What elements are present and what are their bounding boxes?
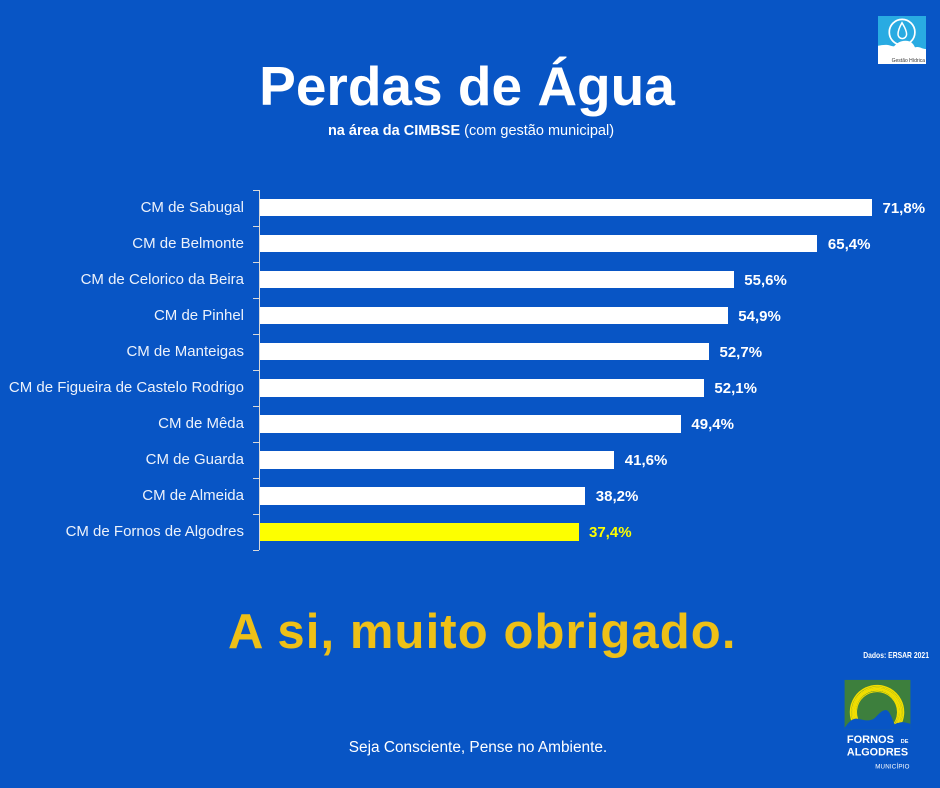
svg-text:MUNICÍPIO: MUNICÍPIO bbox=[875, 763, 909, 770]
svg-text:FORNOS: FORNOS bbox=[847, 734, 894, 746]
svg-text:DE: DE bbox=[901, 739, 909, 745]
svg-text:Gestão Hídrica: Gestão Hídrica bbox=[891, 58, 925, 64]
svg-text:ALGODRES: ALGODRES bbox=[847, 746, 908, 758]
